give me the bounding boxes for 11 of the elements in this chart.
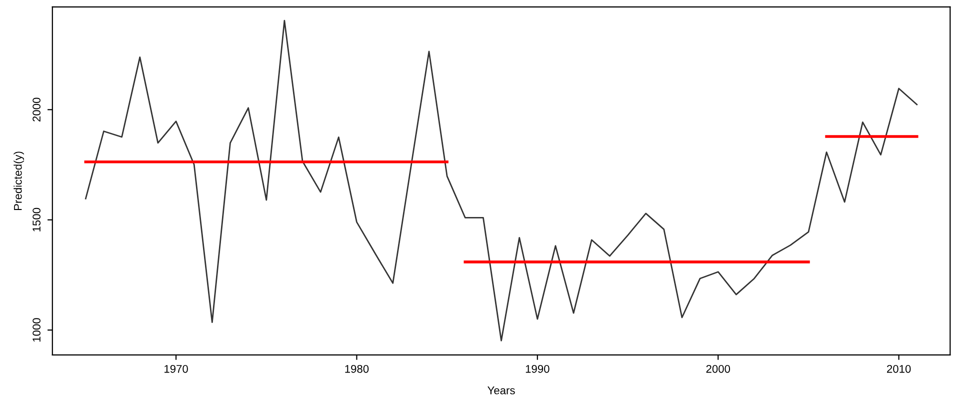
y-tick-label: 1500 (32, 208, 40, 232)
y-tick-label: 1000 (32, 318, 40, 342)
y-tick-label: 2000 (32, 98, 40, 122)
x-tick-label: 1980 (345, 364, 369, 373)
x-tick-label: 1990 (526, 364, 550, 373)
x-tick-label: 2000 (706, 364, 730, 373)
line-series (84, 20, 918, 342)
x-tick-label: 1970 (164, 364, 188, 373)
x-axis-title: Years (488, 386, 515, 394)
x-tick-label: 2010 (887, 364, 911, 373)
y-axis-title: Predicted(y) (14, 152, 24, 210)
